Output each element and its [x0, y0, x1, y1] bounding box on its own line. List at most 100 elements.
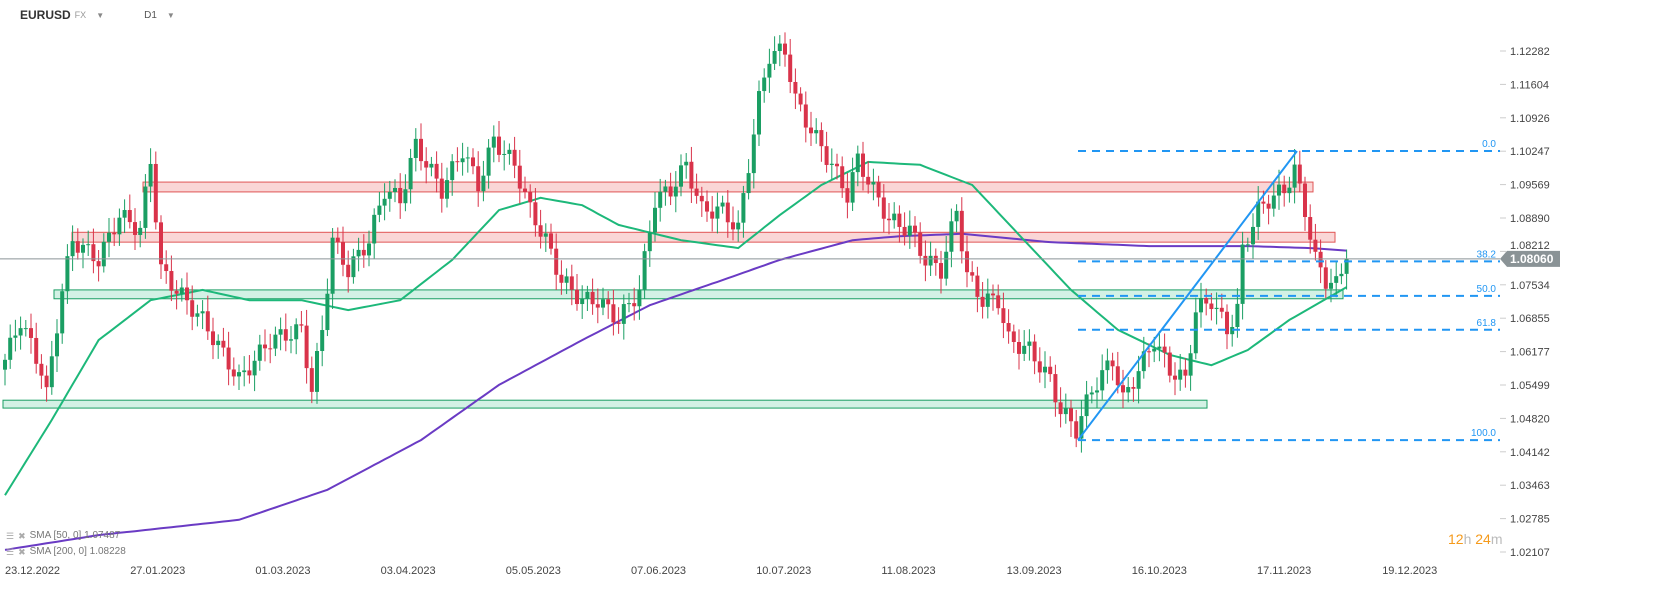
- candle: [965, 235, 969, 288]
- candle: [55, 319, 59, 372]
- candle-body: [1037, 361, 1042, 373]
- candle-body: [1100, 370, 1105, 391]
- candle-body: [1277, 184, 1281, 196]
- settings-icon[interactable]: ☰: [6, 531, 15, 541]
- x-tick-label: 07.06.2023: [631, 565, 686, 577]
- candle: [101, 233, 106, 273]
- candle: [939, 250, 943, 294]
- candle: [195, 304, 200, 327]
- current-price-label: 1.08060: [1510, 252, 1554, 266]
- candle-body: [1313, 239, 1318, 252]
- candle-body: [1199, 298, 1203, 313]
- candle: [294, 318, 299, 355]
- candle-body: [1204, 298, 1209, 304]
- candle-body: [653, 207, 657, 233]
- candle-body: [268, 348, 273, 350]
- candle-body: [559, 274, 564, 283]
- candle-body: [216, 340, 221, 346]
- candle: [1069, 399, 1073, 438]
- candle: [1193, 297, 1198, 360]
- candle-body: [169, 271, 174, 291]
- candle: [252, 350, 257, 392]
- candle: [580, 285, 585, 319]
- candle-body: [845, 188, 850, 203]
- candle-body: [263, 344, 267, 349]
- candle-body: [1074, 421, 1079, 439]
- timeframe-label[interactable]: D1: [144, 9, 157, 21]
- candle: [575, 273, 579, 311]
- candle-body: [1308, 216, 1313, 240]
- candle-body: [1251, 226, 1255, 245]
- candle-body: [1245, 244, 1250, 246]
- candle-body: [564, 276, 569, 283]
- candle: [263, 329, 267, 362]
- candle-body: [970, 272, 975, 276]
- candle-body: [668, 186, 673, 197]
- candle-body: [715, 206, 720, 219]
- candle: [179, 278, 184, 302]
- candle-body: [694, 188, 699, 196]
- candle: [81, 238, 85, 269]
- candle: [138, 220, 143, 248]
- candle: [122, 199, 127, 234]
- candle: [679, 154, 683, 197]
- candle: [455, 147, 460, 172]
- candle: [528, 184, 533, 218]
- candle: [1048, 356, 1053, 382]
- candle-body: [278, 329, 283, 335]
- candle-body: [1167, 352, 1172, 376]
- y-tick-label: 1.06855: [1510, 313, 1550, 325]
- candle-body: [367, 243, 371, 256]
- candle: [783, 32, 787, 67]
- legend-sma200: ☰ ✖ SMA [200, 0] 1.08228: [6, 546, 126, 558]
- candle-body: [471, 157, 475, 167]
- candle: [590, 278, 595, 315]
- candle-body: [809, 127, 813, 134]
- candle: [491, 125, 496, 163]
- candle: [1037, 347, 1042, 383]
- candle: [507, 143, 512, 165]
- candle-body: [777, 43, 782, 52]
- close-icon[interactable]: ✖: [18, 547, 26, 557]
- candle: [887, 203, 891, 235]
- candle: [372, 208, 377, 260]
- y-tick-label: 1.02785: [1510, 514, 1550, 526]
- candle-body: [429, 163, 434, 168]
- symbol-dropdown-icon[interactable]: ▼: [96, 10, 105, 20]
- candle: [653, 192, 657, 242]
- candle-body: [205, 311, 210, 332]
- candle: [200, 300, 205, 330]
- candle: [476, 151, 481, 207]
- candle-body: [1017, 341, 1021, 354]
- candle: [1126, 377, 1131, 403]
- candle-body: [824, 146, 829, 165]
- symbol-label[interactable]: EURUSD: [20, 8, 71, 22]
- candle-body: [325, 293, 330, 331]
- candle-body: [330, 237, 335, 294]
- candle-body: [1084, 394, 1089, 417]
- candle: [1079, 400, 1084, 453]
- candle: [1292, 149, 1297, 204]
- candle: [315, 342, 319, 404]
- candle: [559, 260, 564, 295]
- candle: [658, 178, 663, 222]
- candle-body: [673, 186, 678, 197]
- candle-body: [434, 163, 439, 179]
- candle: [611, 289, 616, 336]
- candle-body: [1256, 201, 1261, 227]
- fib-level-label: 50.0: [1477, 284, 1497, 295]
- candle-body: [1282, 184, 1287, 194]
- candle-body: [8, 337, 13, 360]
- candle-body: [621, 304, 626, 324]
- timer-minutes: 24: [1475, 531, 1491, 547]
- candle: [148, 148, 153, 203]
- timeframe-dropdown-icon[interactable]: ▼: [166, 10, 175, 20]
- candle: [861, 141, 865, 191]
- candle: [382, 183, 387, 221]
- candle: [299, 311, 304, 333]
- close-icon[interactable]: ✖: [18, 531, 26, 541]
- settings-icon[interactable]: ☰: [6, 547, 15, 557]
- candle-body: [1271, 195, 1276, 209]
- candle-body: [637, 289, 642, 307]
